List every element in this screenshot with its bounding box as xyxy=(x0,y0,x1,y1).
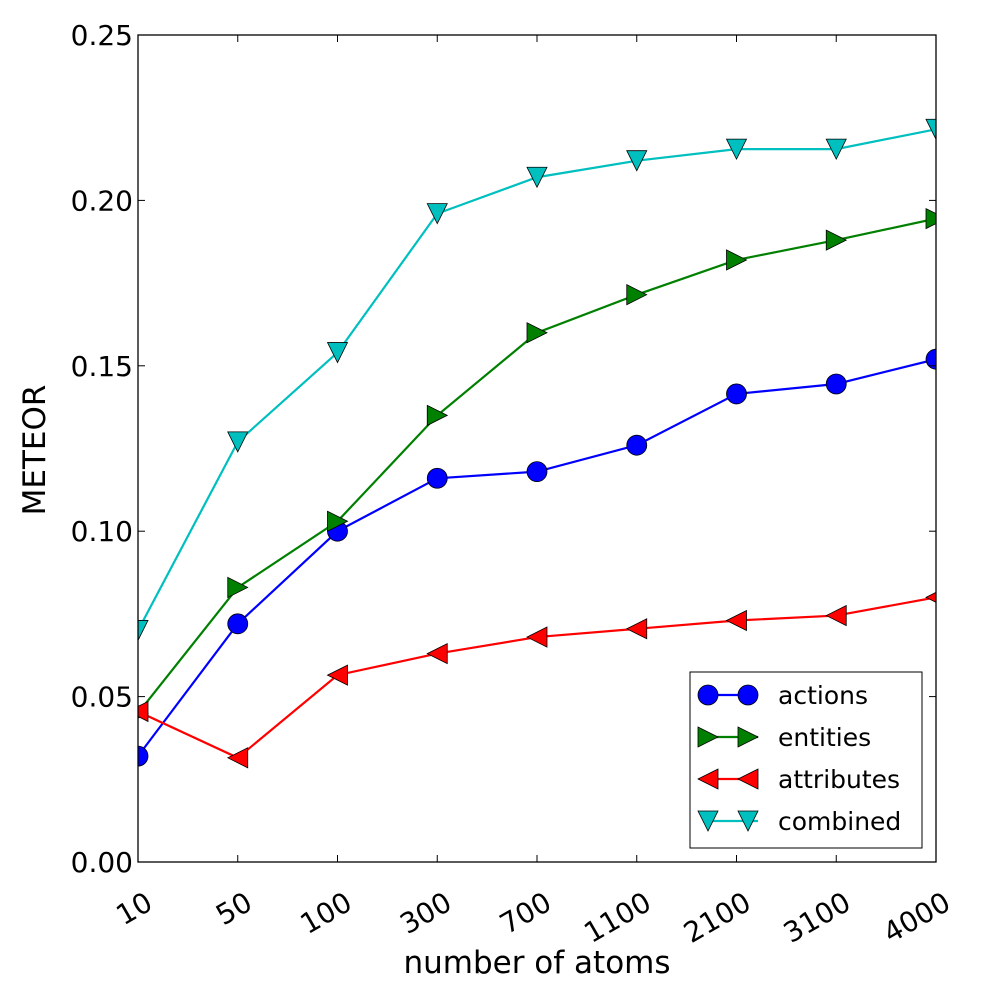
legend-label-entities: entities xyxy=(778,723,871,752)
data-point-attributes-1100 xyxy=(625,618,648,640)
y-tick-label: 0.00 xyxy=(71,846,133,879)
data-point-actions-10 xyxy=(138,745,149,767)
y-tick-label: 0.25 xyxy=(71,19,133,52)
data-point-combined-700 xyxy=(526,166,548,189)
legend-marker-actions xyxy=(737,684,759,706)
legend-label-attributes: attributes xyxy=(778,765,900,794)
legend-marker-entities xyxy=(697,726,719,748)
data-point-entities-3100 xyxy=(825,229,848,251)
data-point-combined-100 xyxy=(326,342,349,364)
data-point-actions-4000 xyxy=(925,348,936,370)
data-point-entities-50 xyxy=(227,576,249,599)
legend: actions entities attributes combined xyxy=(689,671,923,849)
data-point-actions-3100 xyxy=(825,373,847,395)
data-point-combined-2100 xyxy=(725,138,748,161)
x-axis-label: number of atoms xyxy=(403,945,670,981)
data-point-attributes-100 xyxy=(326,664,348,686)
y-tick-label: 0.05 xyxy=(71,681,133,714)
plot-area xyxy=(138,118,936,769)
y-tick-label: 0.20 xyxy=(71,184,133,217)
data-point-entities-700 xyxy=(526,322,548,344)
data-point-actions-50 xyxy=(227,613,249,635)
data-point-entities-1100 xyxy=(626,284,648,306)
data-point-entities-100 xyxy=(327,510,349,532)
data-point-actions-700 xyxy=(526,461,548,483)
axis-ticks xyxy=(137,34,937,863)
legend-marker-attributes xyxy=(697,768,719,790)
legend-frame xyxy=(689,671,923,849)
data-point-entities-4000 xyxy=(925,207,936,230)
legend-marker-entities xyxy=(737,726,759,748)
data-point-combined-3100 xyxy=(825,138,847,161)
series-group xyxy=(138,118,936,769)
data-point-combined-4000 xyxy=(925,118,936,141)
data-point-combined-50 xyxy=(227,431,249,453)
data-point-attributes-50 xyxy=(226,747,249,769)
data-point-attributes-3100 xyxy=(825,604,847,627)
data-point-actions-1100 xyxy=(626,434,648,456)
data-point-combined-300 xyxy=(426,203,448,225)
data-point-actions-2100 xyxy=(726,383,747,405)
y-tick-label: 0.15 xyxy=(71,350,133,383)
data-point-combined-10 xyxy=(138,620,149,642)
data-point-attributes-700 xyxy=(526,626,548,648)
data-point-actions-300 xyxy=(426,467,448,489)
data-point-attributes-10 xyxy=(138,700,149,723)
legend-marker-combined xyxy=(697,810,719,832)
data-point-entities-2100 xyxy=(726,249,748,271)
data-point-attributes-4000 xyxy=(925,591,936,603)
data-point-attributes-300 xyxy=(426,642,448,665)
legend-marker-attributes xyxy=(737,768,759,790)
legend-marker-combined xyxy=(737,810,759,832)
legend-label-combined: combined xyxy=(778,807,901,836)
y-axis-label: METEOR xyxy=(17,385,53,516)
legend-label-actions: actions xyxy=(778,681,868,710)
data-point-combined-1100 xyxy=(626,150,648,172)
data-point-entities-300 xyxy=(426,404,449,427)
y-tick-label: 0.10 xyxy=(71,515,133,548)
data-point-attributes-2100 xyxy=(725,609,747,632)
legend-marker-actions xyxy=(697,684,719,706)
